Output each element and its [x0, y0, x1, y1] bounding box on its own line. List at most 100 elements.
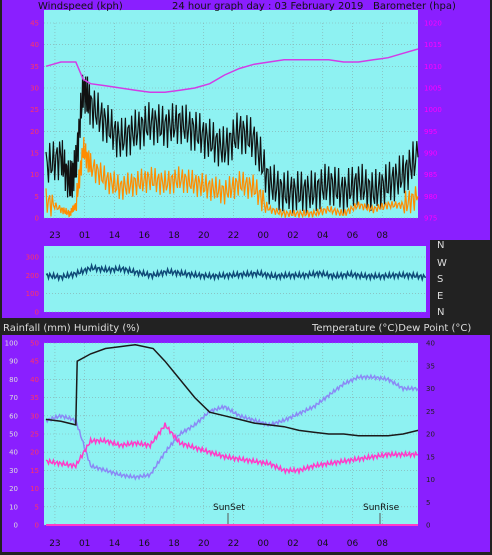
wind-x-axis-ticks: 23 01 14 16 18 20 22 00 02 04 06 08	[49, 231, 388, 241]
humidity-tick-label: 40	[9, 449, 18, 457]
rainfall-tick-label: 35	[30, 394, 39, 402]
temperature-tick-label: 40	[426, 340, 435, 348]
barometer-tick-label: 995	[424, 128, 437, 136]
barometer-tick-label: 1010	[424, 63, 442, 71]
humidity-tick-label: 70	[9, 394, 18, 402]
barometer-tick-label: 985	[424, 171, 437, 179]
direction-tick-label: 100	[26, 290, 39, 298]
barometer-tick-label: 980	[424, 193, 437, 201]
rainfall-tick-label: 25	[30, 431, 39, 439]
rainfall-tick-label: 40	[30, 376, 39, 384]
sunrise-label: SunRise	[363, 503, 400, 513]
wind-x-tick-label: 23	[49, 231, 60, 241]
temperature-x-tick-label: 18	[168, 539, 180, 549]
sunset-label: SunSet	[213, 503, 245, 513]
rain-humidity-axis-title: Rainfall (mm) Humidity (%)	[3, 323, 140, 334]
compass-e: E	[437, 291, 443, 302]
lower-header-bar	[2, 318, 490, 335]
barometer-axis-title: Barometer (hpa)	[373, 1, 456, 12]
barometer-tick-label: 990	[424, 150, 437, 158]
humidity-tick-label: 20	[9, 485, 18, 493]
wind-x-tick-label: 06	[347, 231, 359, 241]
humidity-tick-label: 30	[9, 467, 18, 475]
direction-tick-label: 200	[26, 272, 39, 280]
temperature-x-tick-label: 01	[79, 539, 90, 549]
rainfall-tick-label: 15	[30, 467, 39, 475]
temperature-grid	[44, 342, 418, 526]
barometer-tick-label: 1000	[424, 106, 442, 114]
wind-x-tick-label: 22	[228, 231, 239, 241]
temperature-tick-label: 30	[426, 385, 435, 393]
rainfall-axis-ticks: 0 5 10 15 20 25 30 35 40 45 50	[30, 340, 39, 530]
humidity-tick-label: 100	[5, 340, 18, 348]
temperature-x-tick-label: 16	[138, 539, 150, 549]
temperature-tick-label: 5	[426, 499, 430, 507]
rainfall-tick-label: 5	[35, 503, 39, 511]
temperature-tick-label: 25	[426, 408, 435, 416]
humidity-tick-label: 10	[9, 503, 18, 511]
barometer-tick-label: 975	[424, 215, 437, 223]
windspeed-axis-ticks: 0 5 10 15 20 25 30 35 40 45	[30, 20, 39, 223]
windspeed-axis-title: Windspeed (kph)	[38, 1, 123, 12]
temperature-tick-label: 20	[426, 431, 435, 439]
temperature-tick-label: 10	[426, 476, 435, 484]
compass-panel	[430, 240, 490, 318]
windspeed-tick-label: 10	[30, 171, 39, 179]
wind-x-tick-label: 02	[287, 231, 298, 241]
wind-x-tick-label: 16	[138, 231, 150, 241]
temperature-dewpoint-axis-title: Temperature (°C)Dew Point (°C)	[311, 323, 471, 334]
windspeed-tick-label: 45	[30, 20, 39, 28]
direction-axis-ticks: 0 100 200 300	[26, 254, 39, 317]
rainfall-tick-label: 50	[30, 340, 39, 348]
temperature-x-tick-label: 20	[198, 539, 210, 549]
temperature-tick-label: 0	[426, 522, 430, 530]
windspeed-tick-label: 0	[35, 215, 39, 223]
windspeed-tick-label: 25	[30, 106, 39, 114]
compass-w: W	[437, 258, 447, 269]
humidity-tick-label: 50	[9, 431, 18, 439]
wind-x-tick-label: 08	[377, 231, 389, 241]
humidity-tick-label: 0	[14, 522, 18, 530]
rainfall-tick-label: 20	[30, 449, 39, 457]
barometer-axis-ticks: 975 980 985 990 995 1000 1005 1010 1015 1020	[424, 20, 442, 223]
rainfall-tick-label: 30	[30, 412, 39, 420]
humidity-tick-label: 60	[9, 412, 18, 420]
windspeed-tick-label: 5	[35, 193, 39, 201]
temperature-x-tick-label: 06	[347, 539, 359, 549]
humidity-axis-ticks: 0 10 20 30 40 50 60 70 80 90 100	[5, 340, 18, 530]
temperature-x-tick-label: 04	[317, 539, 329, 549]
wind-x-tick-label: 14	[109, 231, 121, 241]
barometer-tick-label: 1015	[424, 41, 442, 49]
windspeed-tick-label: 40	[30, 41, 39, 49]
direction-plot-area	[44, 246, 426, 312]
windspeed-tick-label: 20	[30, 128, 39, 136]
dew-point-line	[45, 422, 419, 476]
barometer-tick-label: 1005	[424, 85, 442, 93]
wind-x-tick-label: 04	[317, 231, 329, 241]
wind-x-tick-label: 20	[198, 231, 210, 241]
wind-x-tick-label: 01	[79, 231, 90, 241]
temperature-x-tick-label: 00	[258, 539, 270, 549]
temperature-x-tick-label: 14	[109, 539, 121, 549]
wind-direction-line	[45, 262, 427, 283]
rainfall-tick-label: 45	[30, 358, 39, 366]
compass-n-bottom: N	[437, 307, 444, 318]
direction-tick-label: 300	[26, 254, 39, 262]
humidity-line	[45, 344, 419, 437]
temperature-axis-ticks: 0 5 10 15 20 25 30 35 40	[426, 340, 435, 530]
wind-gust-line	[45, 74, 419, 214]
temperature-x-axis-ticks: 23 01 14 16 18 20 22 00 02 04 06 08	[49, 539, 388, 549]
temperature-tick-label: 35	[426, 362, 435, 370]
direction-tick-label: 0	[35, 309, 39, 317]
temperature-tick-label: 15	[426, 453, 435, 461]
windspeed-tick-label: 30	[30, 85, 39, 93]
temperature-x-tick-label: 08	[377, 539, 389, 549]
wind-average-line	[45, 137, 419, 219]
chart-title: 24 hour graph day : 03 February 2019	[172, 1, 363, 12]
temperature-line	[45, 373, 419, 481]
windspeed-tick-label: 15	[30, 150, 39, 158]
compass-s: S	[437, 274, 443, 285]
barometer-tick-label: 1020	[424, 20, 442, 28]
